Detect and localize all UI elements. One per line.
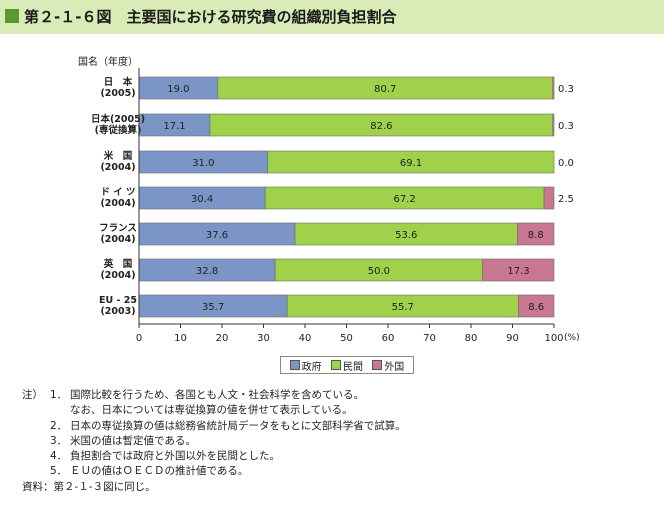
category-label: EU - 25 <box>99 295 137 306</box>
bar-foreign <box>543 186 555 210</box>
note-text: ＥＵの値はＯＥＣＤの推計値である。 <box>70 465 249 478</box>
data-label-government: 30.4 <box>191 194 213 205</box>
category-label: 日本(2005) <box>91 113 145 125</box>
data-label-government: 31.0 <box>192 158 214 169</box>
category-label-year: (2005) <box>100 88 135 99</box>
category-label-year: (2004) <box>100 162 135 173</box>
data-label-foreign: 8.6 <box>528 302 544 313</box>
note-number: 2． <box>50 419 68 432</box>
x-tick-label: 20 <box>216 333 229 344</box>
data-label-government: 17.1 <box>163 121 185 132</box>
legend-swatch-private <box>330 360 341 370</box>
category-label-year: (2004) <box>100 198 135 209</box>
category-label: ド イ ツ <box>100 187 135 198</box>
notes-lead: 注） <box>22 389 43 401</box>
data-label-foreign: 2.5 <box>558 194 574 205</box>
data-label-government: 37.6 <box>206 230 228 241</box>
note-text: 日本の専従換算の値は総務省統計局データをもとに文部科学省で試算。 <box>70 419 406 432</box>
note-row: 5． ＥＵの値はＯＥＣＤの推計値である。 <box>22 464 406 479</box>
figure-title: 第２-１-６図 主要国における研究費の組織別負担割合 <box>24 8 397 26</box>
note-number: 1． <box>50 389 68 401</box>
stacked-bar-chart: 19.0 80.7 0.3日 本(2005)17.1 82.6 0.3日本(2005)(… <box>91 68 580 344</box>
x-tick-label: 80 <box>465 333 478 344</box>
category-label: 英 国 <box>104 258 133 270</box>
data-label-foreign: 0.3 <box>558 121 574 132</box>
legend-label-government: 政府 <box>301 361 322 373</box>
data-label-private: 69.1 <box>400 158 422 169</box>
legend-item-government: 政府 <box>289 358 322 373</box>
data-label-government: 32.8 <box>196 266 218 277</box>
note-number: 5． <box>50 465 68 478</box>
note-row: 3． 米国の値は暫定値である。 <box>22 434 406 449</box>
category-label-year: (2003) <box>100 306 135 317</box>
legend-label-foreign: 外国 <box>384 361 405 373</box>
legend-swatch-foreign <box>372 360 383 370</box>
title-bar: 第２-１-６図 主要国における研究費の組織別負担割合 <box>0 0 664 34</box>
legend-item-private: 民間 <box>330 358 363 373</box>
x-tick-label: 90 <box>506 333 519 344</box>
data-label-foreign: 0.0 <box>558 158 574 169</box>
x-tick-label: 30 <box>257 333 270 344</box>
data-label-private: 67.2 <box>393 194 415 205</box>
x-axis-unit: (%) <box>564 333 580 343</box>
note-number: 4． <box>50 450 68 463</box>
legend-swatch-government <box>289 360 300 370</box>
data-label-government: 35.7 <box>202 302 224 313</box>
data-label-private: 55.7 <box>392 302 414 313</box>
source-note: 資料：第２-１-３図に同じ。 <box>22 480 156 493</box>
note-text: なお、日本については専従換算の値を併せて表示している。 <box>70 404 353 417</box>
category-label-year: (専従換算) <box>95 124 142 136</box>
note-text: 負担割合では政府と外国以外を民間とした。 <box>70 450 280 463</box>
data-label-private: 50.0 <box>368 266 390 277</box>
x-tick-label: 50 <box>340 333 353 344</box>
category-label: 米 国 <box>103 150 133 162</box>
x-tick-label: 60 <box>382 333 395 344</box>
x-tick-label: 100 <box>544 333 563 344</box>
note-row: 4． 負担割合では政府と外国以外を民間とした。 <box>22 449 406 464</box>
bar-foreign <box>517 222 555 246</box>
bar-foreign <box>552 76 555 100</box>
category-axis-header: 国名（年度） <box>78 57 138 68</box>
legend: 政府 民間 外国 <box>280 356 414 374</box>
category-label-year: (2004) <box>100 234 135 245</box>
source-row: 資料：第２-１-３図に同じ。 <box>22 480 406 495</box>
note-text: 米国の値は暫定値である。 <box>70 434 196 447</box>
data-label-foreign: 17.3 <box>507 266 529 277</box>
bar-foreign <box>482 258 555 282</box>
data-label-foreign: 0.3 <box>558 84 574 95</box>
notes-block: 注） 1． 国際比較を行うため、各国とも人文・社会科学を含めている。 なお、日本… <box>22 388 406 495</box>
category-label: フランス <box>99 223 137 234</box>
bar-foreign <box>552 113 555 137</box>
note-row: 2． 日本の専従換算の値は総務省統計局データをもとに文部科学省で試算。 <box>22 419 406 434</box>
x-tick-label: 0 <box>136 333 142 344</box>
legend-label-private: 民間 <box>342 361 363 373</box>
data-label-private: 53.6 <box>395 230 417 241</box>
note-text: 国際比較を行うため、各国とも人文・社会科学を含めている。 <box>70 389 364 401</box>
data-label-private: 80.7 <box>374 84 396 95</box>
bar-foreign <box>518 294 555 318</box>
legend-item-foreign: 外国 <box>372 358 404 373</box>
x-tick-label: 70 <box>423 333 436 344</box>
note-number: 3． <box>50 434 68 447</box>
data-label-government: 19.0 <box>167 84 189 95</box>
bar-private <box>267 150 555 174</box>
data-label-foreign: 8.8 <box>528 230 544 241</box>
category-label-year: (2004) <box>100 270 135 281</box>
x-tick-label: 40 <box>299 333 312 344</box>
category-label: 日 本 <box>104 76 133 88</box>
x-tick-label: 10 <box>174 333 187 344</box>
note-row: 注） 1． 国際比較を行うため、各国とも人文・社会科学を含めている。 <box>22 388 406 403</box>
title-square-icon <box>5 9 19 23</box>
note-number <box>50 403 70 418</box>
note-row: なお、日本については専従換算の値を併せて表示している。 <box>22 403 406 418</box>
data-label-private: 82.6 <box>370 121 392 132</box>
